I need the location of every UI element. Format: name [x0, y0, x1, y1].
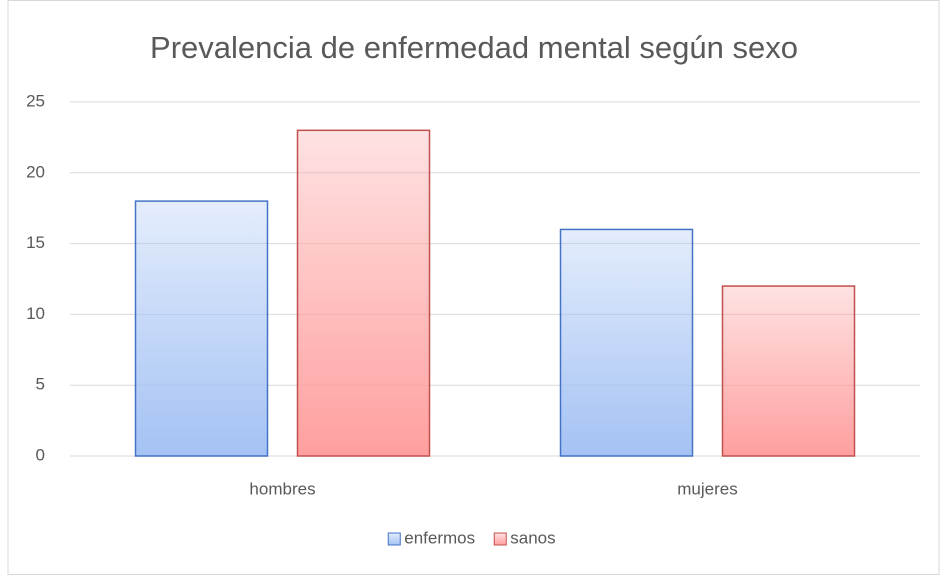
- y-tick-label: 0: [36, 445, 45, 464]
- x-tick-label: mujeres: [677, 479, 737, 498]
- x-tick-label: hombres: [249, 479, 315, 498]
- bar: [721, 285, 856, 457]
- y-tick-label: 20: [26, 162, 45, 181]
- bar: [559, 228, 694, 457]
- chart-title: Prevalencia de enfermedad mental según s…: [150, 30, 798, 65]
- y-tick-label: 5: [36, 375, 45, 394]
- legend-label: sanos: [510, 528, 555, 547]
- bar: [296, 129, 431, 457]
- legend-swatch: [387, 532, 401, 546]
- y-tick-label: 25: [26, 91, 45, 110]
- legend-swatch: [493, 532, 507, 546]
- y-tick-label: 10: [26, 304, 45, 323]
- bar: [134, 200, 269, 457]
- legend-label: enfermos: [404, 528, 475, 547]
- y-tick-label: 15: [26, 233, 45, 252]
